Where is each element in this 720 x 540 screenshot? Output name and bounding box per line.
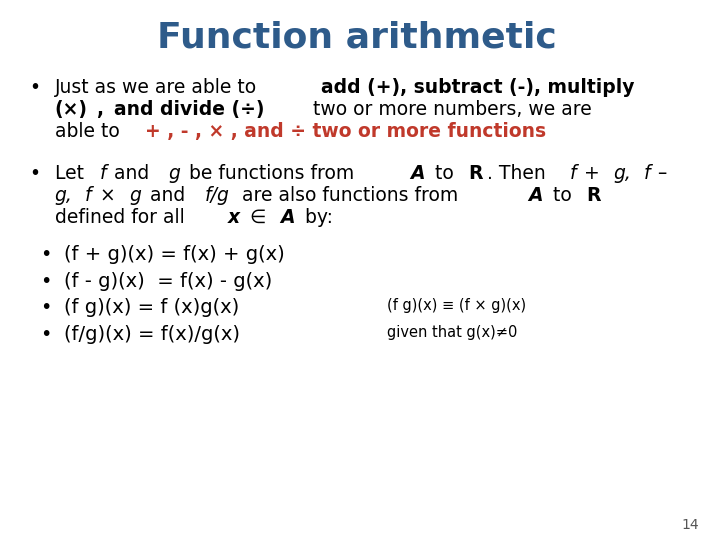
Text: ,: , xyxy=(96,100,110,119)
Text: f: f xyxy=(85,186,91,205)
Text: Just as we are able to: Just as we are able to xyxy=(55,78,263,97)
Text: g: g xyxy=(129,186,141,205)
Text: 14: 14 xyxy=(681,518,699,532)
Text: Function arithmetic: Function arithmetic xyxy=(157,20,557,54)
Text: •: • xyxy=(40,272,51,291)
Text: R: R xyxy=(468,164,482,183)
Text: . Then: . Then xyxy=(487,164,552,183)
Text: ×: × xyxy=(94,186,121,205)
Text: are also functions from: are also functions from xyxy=(236,186,464,205)
Text: x: x xyxy=(228,208,240,227)
Text: (f g)(x) = f (x)g(x): (f g)(x) = f (x)g(x) xyxy=(64,298,240,318)
Text: by:: by: xyxy=(299,208,333,227)
Text: two or more numbers, we are: two or more numbers, we are xyxy=(307,100,591,119)
Text: A: A xyxy=(528,186,543,205)
Text: +: + xyxy=(578,164,606,183)
Text: and: and xyxy=(108,164,155,183)
Text: –: – xyxy=(652,164,667,183)
Text: and divide (÷): and divide (÷) xyxy=(114,100,264,119)
Text: be functions from: be functions from xyxy=(184,164,361,183)
Text: add (+), subtract (-), multiply: add (+), subtract (-), multiply xyxy=(320,78,634,97)
Text: + , - , × , and ÷ two or more functions: + , - , × , and ÷ two or more functions xyxy=(145,122,546,141)
Text: to: to xyxy=(428,164,459,183)
Text: (f + g)(x) = f(x) + g(x): (f + g)(x) = f(x) + g(x) xyxy=(64,245,285,264)
Text: A: A xyxy=(280,208,294,227)
Text: to: to xyxy=(547,186,577,205)
Text: (f g)(x) ≡ (f × g)(x): (f g)(x) ≡ (f × g)(x) xyxy=(387,298,526,313)
Text: •: • xyxy=(40,245,51,264)
Text: and: and xyxy=(144,186,192,205)
Text: defined for all: defined for all xyxy=(55,208,190,227)
Text: Let: Let xyxy=(55,164,89,183)
Text: (×): (×) xyxy=(55,100,88,119)
Text: (f/g)(x) = f(x)/g(x): (f/g)(x) = f(x)/g(x) xyxy=(64,325,240,344)
Text: ∈: ∈ xyxy=(243,208,272,227)
Text: g,: g, xyxy=(613,164,631,183)
Text: •: • xyxy=(40,298,51,318)
Text: f: f xyxy=(644,164,650,183)
Text: given that g(x)≠0: given that g(x)≠0 xyxy=(387,325,517,340)
Text: g,: g, xyxy=(55,186,73,205)
Text: g: g xyxy=(168,164,180,183)
Text: (f - g)(x)  = f(x) - g(x): (f - g)(x) = f(x) - g(x) xyxy=(64,272,273,291)
Text: •: • xyxy=(30,78,41,97)
Text: able to: able to xyxy=(55,122,125,141)
Text: •: • xyxy=(30,164,41,183)
Text: f: f xyxy=(99,164,106,183)
Text: f/g: f/g xyxy=(204,186,230,205)
Text: A: A xyxy=(410,164,425,183)
Text: •: • xyxy=(40,325,51,344)
Text: f: f xyxy=(570,164,576,183)
Text: R: R xyxy=(586,186,600,205)
